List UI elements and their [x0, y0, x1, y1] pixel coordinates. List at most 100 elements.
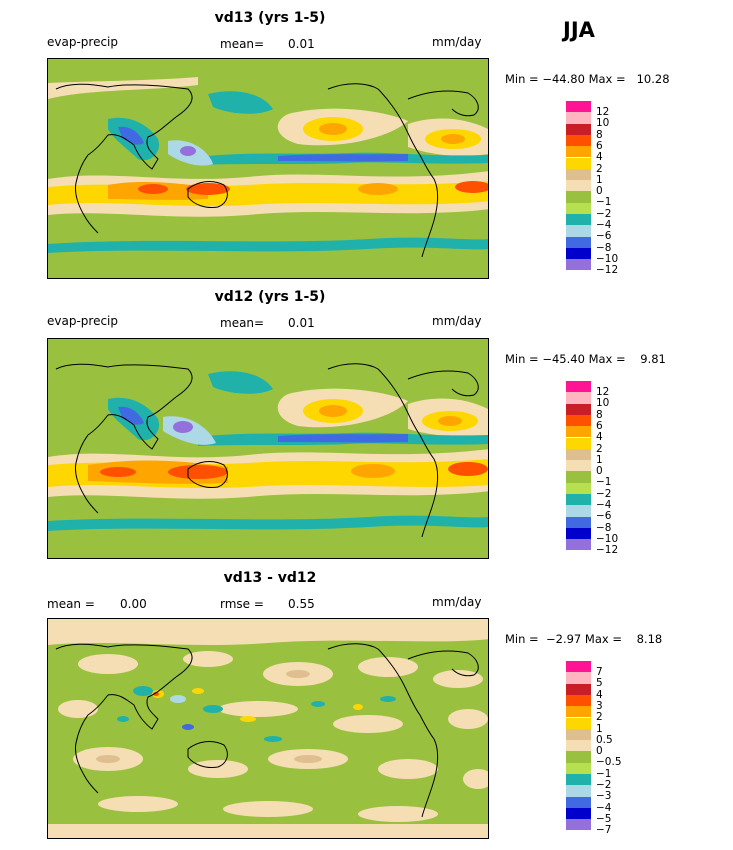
panel-3-rmse-value: 0.55 [288, 597, 315, 611]
legend-label: −8 [596, 521, 612, 534]
legend-swatch [566, 494, 591, 506]
legend-swatch [566, 403, 591, 415]
panel-2-map [47, 338, 489, 559]
legend-label: 0 [596, 745, 603, 758]
legend-label: −4 [596, 801, 612, 814]
legend-label: 10 [596, 397, 610, 410]
legend-swatch [566, 236, 591, 248]
legend-label: 12 [596, 386, 610, 398]
legend-swatch [566, 112, 591, 124]
legend-swatch [566, 694, 591, 707]
legend-swatch [566, 202, 591, 214]
legend-swatch [566, 414, 591, 427]
legend-swatch [566, 785, 591, 797]
legend-label: −2 [596, 779, 612, 791]
panel-1-min-max: Min = −44.80 Max = 10.28 [505, 72, 670, 86]
legend-swatch [566, 259, 591, 271]
panel-3-min-max: Min = −2.97 Max = 8.18 [505, 632, 663, 646]
legend-swatch [566, 225, 591, 237]
legend-label: 5 [596, 677, 603, 690]
panel-2-mean-label: mean= [220, 316, 265, 330]
legend-swatch [566, 661, 591, 673]
legend-label: −1 [596, 476, 612, 489]
panel-1-map-svg [48, 59, 488, 278]
legend-swatch [566, 482, 591, 494]
legend-label: 2 [596, 711, 603, 724]
legend-label: −4 [596, 499, 612, 511]
panel-1-map [47, 58, 489, 279]
panel-1-mean-label: mean= [220, 37, 265, 51]
legend-swatch [566, 426, 591, 438]
panel-2-title: vd12 (yrs 1-5) [214, 289, 326, 305]
legend-swatch [566, 381, 591, 393]
legend-label: 2 [596, 442, 603, 455]
panel-3-mean-value: 0.00 [120, 597, 147, 611]
legend-label: 6 [596, 419, 603, 432]
legend-swatch [566, 214, 591, 226]
legend-swatch [566, 527, 591, 540]
panel-3-units: mm/day [432, 595, 482, 609]
legend-swatch [566, 191, 591, 203]
panel-1-mean-value: 0.01 [288, 37, 315, 51]
legend-label: −1 [596, 196, 612, 209]
legend-label: −2 [596, 487, 612, 500]
legend-label: −12 [596, 544, 619, 557]
legend-label: −6 [596, 510, 612, 523]
legend-swatch [566, 505, 591, 517]
legend-swatch [566, 471, 591, 483]
legend-swatch [566, 706, 591, 718]
season-label: JJA [563, 18, 595, 42]
legend-label: 4 [596, 688, 603, 701]
panel-2-units: mm/day [432, 314, 482, 328]
panel-2-mean-value: 0.01 [288, 316, 315, 330]
legend-swatch [566, 774, 591, 786]
panel-2-left-label: evap-precip [47, 314, 119, 328]
legend-label: 1 [596, 722, 603, 735]
legend-swatch [566, 392, 591, 404]
legend-swatch [566, 437, 591, 449]
legend-label: 6 [596, 139, 603, 152]
legend-label: −5 [596, 812, 612, 825]
panel-2-map-svg [48, 339, 488, 558]
legend-label: −8 [596, 241, 612, 254]
legend-label: 0 [596, 465, 603, 478]
legend-swatch [566, 539, 591, 551]
legend-swatch [566, 134, 591, 147]
legend-label: −4 [596, 219, 612, 231]
legend-label: −10 [596, 532, 619, 545]
legend-label: 8 [596, 128, 603, 141]
legend-label: 12 [596, 106, 610, 118]
legend-label: −0.5 [596, 756, 622, 769]
legend-label: −1 [596, 767, 612, 780]
legend-label: 1 [596, 453, 603, 466]
legend-swatch [566, 448, 591, 461]
panel-3-title: vd13 - vd12 [223, 570, 317, 586]
legend-swatch [566, 796, 591, 808]
panel-1-units: mm/day [432, 35, 482, 49]
legend-label: 0 [596, 185, 603, 198]
panel-2-min-max: Min = −45.40 Max = 9.81 [505, 352, 666, 366]
legend-label: −7 [596, 824, 612, 837]
legend-label: −2 [596, 207, 612, 220]
legend-label: 4 [596, 431, 603, 444]
legend-label: 7 [596, 666, 603, 678]
panel-3-mean-label: mean = [47, 597, 95, 611]
panel-3-rmse-label: rmse = [220, 597, 264, 611]
legend-swatch [566, 180, 591, 192]
legend-swatch [566, 683, 591, 695]
legend-label: −6 [596, 230, 612, 243]
legend-swatch [566, 460, 591, 472]
legend-swatch [566, 740, 591, 752]
legend-label: 10 [596, 117, 610, 130]
legend-label: 3 [596, 699, 603, 712]
legend-swatch [566, 247, 591, 260]
legend-swatch [566, 672, 591, 684]
panel-3-map [47, 618, 489, 839]
legend-label: 1 [596, 173, 603, 186]
legend-label: 0.5 [596, 733, 613, 746]
legend-swatch [566, 717, 591, 729]
legend-swatch [566, 123, 591, 135]
legend-label: −10 [596, 252, 619, 265]
legend-label: 4 [596, 151, 603, 164]
legend-label: 2 [596, 162, 603, 175]
